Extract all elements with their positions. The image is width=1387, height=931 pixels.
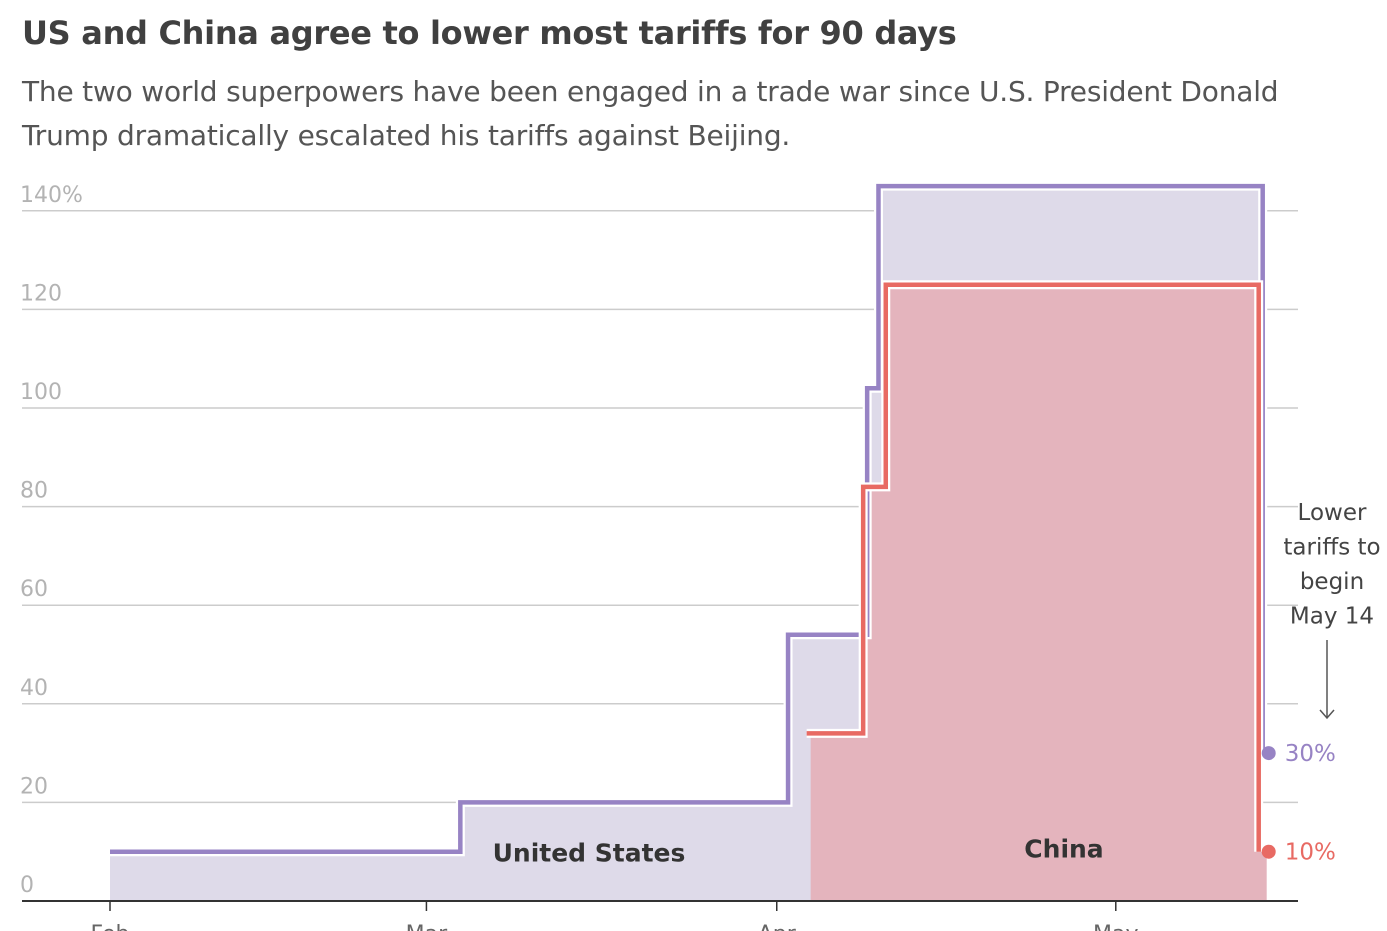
series-area-china [810, 284, 1267, 901]
y-tick-label-80: 80 [20, 479, 48, 504]
series-label-united-states: United States [493, 839, 686, 868]
annotation-text-line-1: Lower [1298, 500, 1367, 526]
y-tick-label-40: 40 [20, 676, 48, 701]
x-tick-label-apr: Apr [758, 922, 797, 931]
annotation-text-line-4: May 14 [1290, 604, 1374, 630]
end-label-china: 10% [1285, 840, 1336, 866]
end-marker-united-states [1261, 746, 1276, 761]
end-marker-china [1261, 844, 1276, 859]
x-tick-label-feb: Feb [91, 922, 130, 931]
x-tick-label-may: May [1093, 922, 1138, 931]
y-tick-label-0: 0 [20, 873, 34, 898]
series-label-china: China [1024, 835, 1103, 864]
chart-subtitle: The two world superpowers have been enga… [22, 75, 1279, 152]
y-tick-label-60: 60 [20, 577, 48, 602]
x-tick-label-mar: Mar [406, 922, 448, 931]
y-tick-label-120: 120 [20, 281, 62, 306]
annotation-text-line-2: tariffs to [1283, 535, 1380, 561]
chart-title: US and China agree to lower most tariffs… [22, 14, 957, 52]
annotation-arrow-head [1319, 709, 1335, 720]
y-tick-label-100: 100 [20, 380, 62, 405]
end-label-united-states: 30% [1285, 741, 1336, 767]
series-line-china [806, 282, 1261, 852]
y-tick-label-20: 20 [20, 774, 48, 799]
y-tick-label-140: 140% [20, 183, 83, 208]
annotation-text-line-3: begin [1300, 569, 1364, 595]
